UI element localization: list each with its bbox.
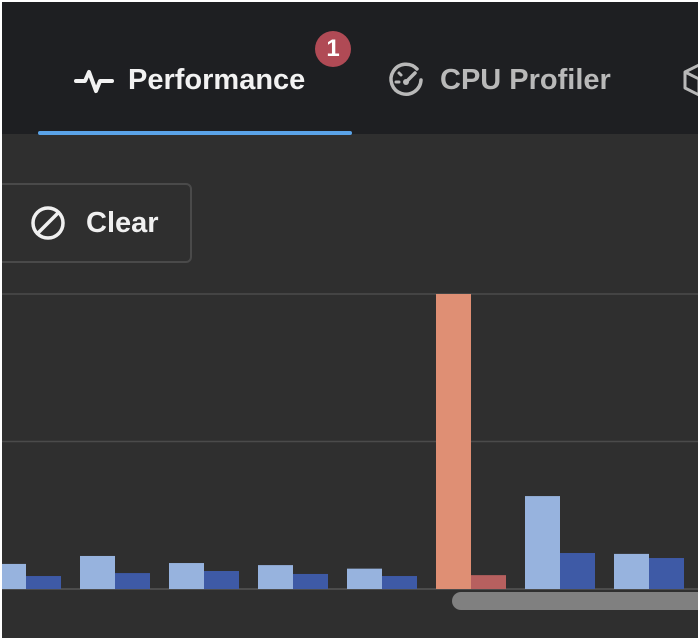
- tab-bar: Performance 1 CPU Profiler: [2, 2, 698, 135]
- bar-6-series-0[interactable]: [525, 496, 560, 589]
- tab-memory[interactable]: [679, 50, 698, 110]
- bar-3-series-1[interactable]: [293, 573, 328, 589]
- active-tab-indicator: [38, 131, 352, 135]
- clear-button-label: Clear: [86, 206, 159, 239]
- tab-performance[interactable]: Performance: [74, 50, 305, 110]
- tab-cpu-profiler-label: CPU Profiler: [440, 63, 611, 96]
- tab-performance-label: Performance: [128, 63, 306, 96]
- clear-button[interactable]: Clear: [2, 183, 192, 263]
- bar-3-series-0[interactable]: [258, 565, 293, 589]
- bar-6-series-1[interactable]: [560, 553, 595, 589]
- notification-badge: 1: [315, 31, 351, 67]
- bar-4-series-1[interactable]: [382, 576, 417, 589]
- ban-icon: [28, 203, 68, 243]
- bar-2-series-1[interactable]: [204, 571, 239, 589]
- horizontal-scrollbar[interactable]: [452, 592, 698, 610]
- bar-4-series-0[interactable]: [347, 568, 382, 589]
- bar-7-series-1[interactable]: [649, 558, 684, 589]
- bar-5-series-1[interactable]: [471, 575, 506, 589]
- bar-2-series-0[interactable]: [169, 563, 204, 589]
- tab-cpu-profiler[interactable]: CPU Profiler: [386, 50, 611, 110]
- bar-0-series-0[interactable]: [2, 563, 26, 589]
- bar-0-series-1[interactable]: [26, 576, 61, 589]
- gauge-icon: [386, 60, 426, 100]
- bar-1-series-0[interactable]: [80, 555, 115, 589]
- bar-7-series-0[interactable]: [614, 553, 649, 589]
- cube-icon: [679, 60, 698, 100]
- activity-icon: [74, 60, 114, 100]
- bar-5-series-0[interactable]: [436, 294, 471, 589]
- bar-1-series-1[interactable]: [115, 573, 150, 589]
